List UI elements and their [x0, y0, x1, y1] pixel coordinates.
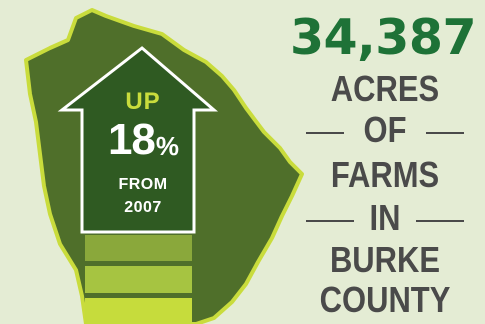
- stat-word-in: IN: [369, 197, 401, 238]
- percent-value: 18%: [80, 116, 206, 164]
- arrow-bar-light: [85, 298, 192, 324]
- percent-sign: %: [155, 131, 179, 161]
- arrow-bar-mid: [85, 266, 192, 293]
- stat-word-of: OF: [363, 109, 407, 150]
- divider-rule: [306, 220, 354, 222]
- divider-rule: [306, 132, 344, 134]
- stat-word-acres: ACRES: [330, 68, 440, 109]
- stat-word-farms: FARMS: [330, 154, 440, 195]
- arrow-bar-dark: [85, 235, 192, 261]
- percent-number: 18: [107, 115, 156, 164]
- acres-number: 34,387: [289, 9, 477, 66]
- from-label: FROM: [118, 176, 168, 193]
- up-label: UP: [125, 88, 161, 115]
- divider-rule: [416, 220, 464, 222]
- stat-word-burke: BURKE: [329, 239, 441, 280]
- divider-rule: [426, 132, 464, 134]
- year-label: 2007: [124, 199, 162, 216]
- stat-word-county: COUNTY: [319, 279, 451, 320]
- up-arrow-shape: [57, 46, 219, 234]
